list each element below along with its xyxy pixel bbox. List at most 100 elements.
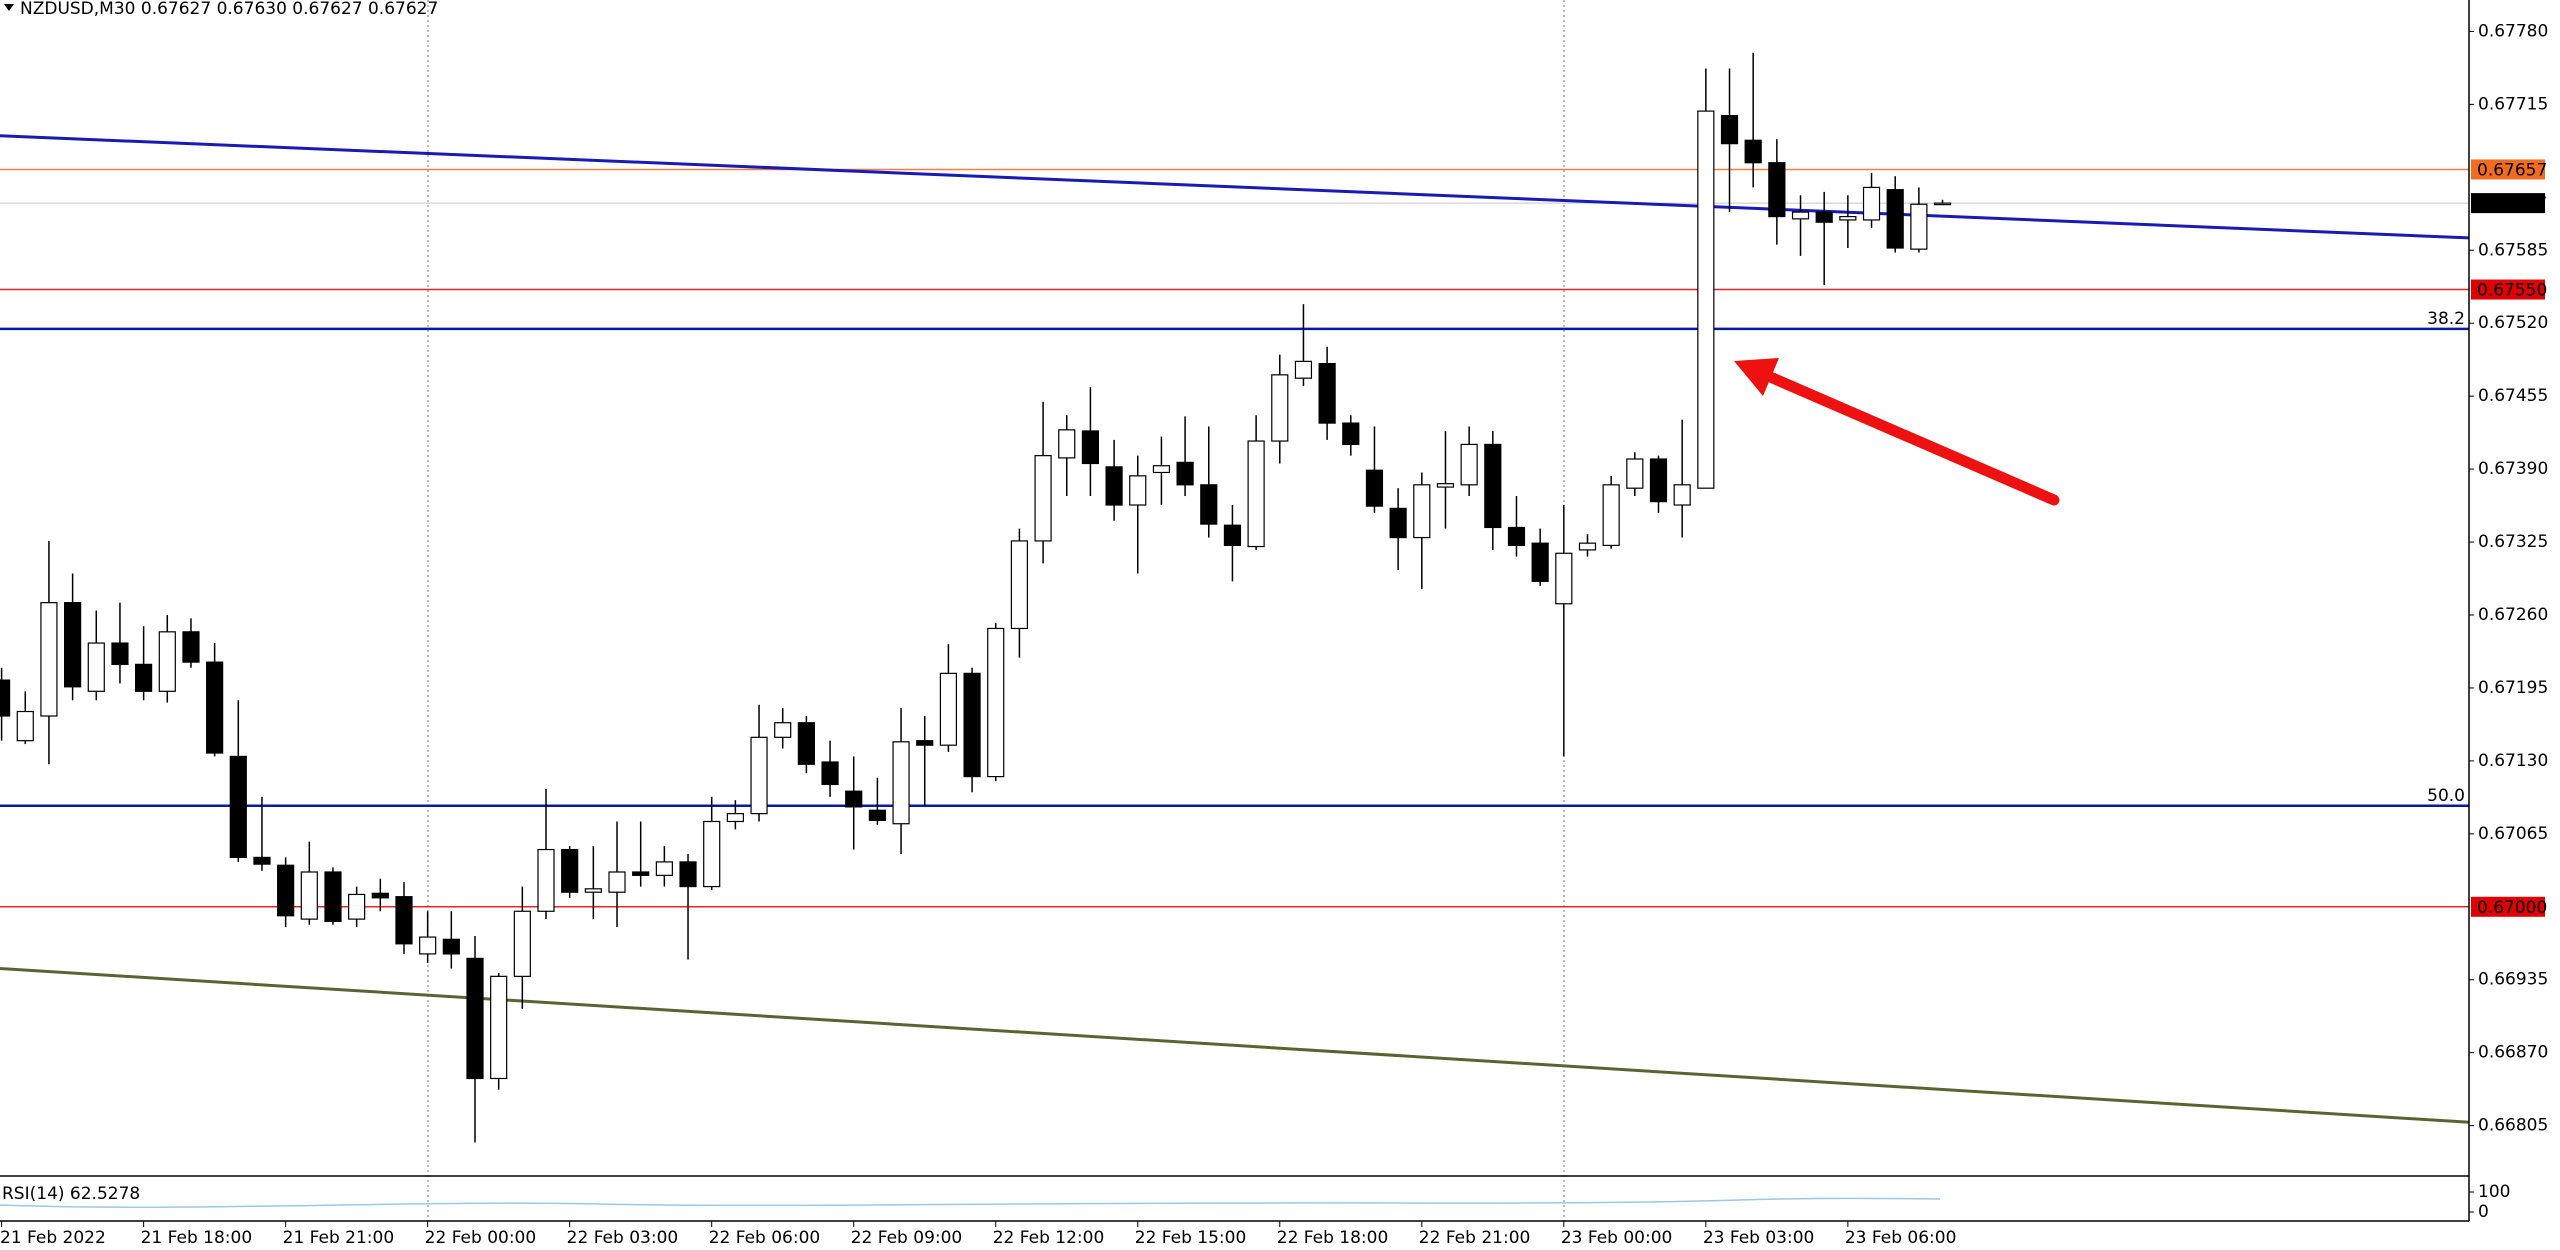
candle-body [40,602,58,717]
x-tick-label: 22 Feb 18:00 [1277,1228,1389,1248]
candle-body [1720,114,1739,145]
candle-body [703,820,721,888]
y-tick-label: 0.66805 [2478,1116,2548,1136]
y-tick-label: 0.67780 [2478,21,2548,41]
x-tick-label: 21 Feb 18:00 [141,1228,253,1248]
candle-body [324,871,342,922]
price-box [2471,193,2545,214]
price-box [2471,896,2545,917]
symbol-menu-icon [4,4,14,11]
candle-body [111,642,129,665]
candle-body [1673,484,1691,506]
candle-body [1744,139,1762,164]
candle-body [182,631,200,663]
price-box-label: 0.67657 [2477,160,2547,180]
arrow-head [1734,358,1779,396]
candle-body [1862,186,1881,221]
candle-body [158,631,176,692]
price-box [2471,159,2545,180]
x-tick-label: 22 Feb 21:00 [1419,1228,1531,1248]
y-tick-label: 0.67195 [2478,678,2548,698]
candle-body [1886,189,1904,249]
x-tick-label: 21 Feb 21:00 [283,1228,395,1248]
candle-body [1436,483,1455,488]
candle-body [821,761,839,786]
y-tick-label: 0.67585 [2478,240,2548,260]
fib-level-label: 50.0 [2427,786,2465,806]
candle-body [1271,374,1289,442]
candle-body [1365,469,1384,507]
y-tick-label: 0.66935 [2478,970,2548,990]
y-tick-label: 0.67715 [2478,94,2548,114]
fib-level-label: 38.2 [2427,309,2465,329]
candle-body [726,813,744,823]
candle-body [1531,542,1549,582]
candle-body [253,856,271,865]
candle-body [584,888,602,893]
candle-body [845,790,863,808]
y-tick-label: 0.66870 [2478,1043,2548,1063]
arrow-shaft [1762,370,2060,506]
candle-body [679,861,697,888]
y-tick-label: 0.67260 [2478,605,2548,625]
y-tick-label: 0.67325 [2478,532,2548,552]
candle-body [797,722,815,765]
x-tick-label: 21 Feb 2022 [0,1228,106,1248]
candle-body [0,679,11,717]
candle-body [1152,465,1171,474]
candle-body [229,755,247,859]
candle-body [1649,458,1668,503]
rsi-label: RSI(14) 62.5278 [2,1184,140,1204]
candle-body [1484,443,1502,529]
candle-body [1839,215,1857,221]
price-box-label: 0.67000 [2477,898,2547,918]
candle-body [1223,524,1242,547]
x-tick-label: 22 Feb 03:00 [567,1228,679,1248]
y-tick-label: 0.67455 [2478,386,2548,406]
rsi-tick-label: 100 [2478,1182,2510,1202]
trendline [0,967,2470,1124]
candle-body [1460,443,1478,486]
candle-body [135,663,153,692]
candle-body [490,975,508,1080]
x-tick-label: 22 Feb 09:00 [851,1228,963,1248]
candle-body [1058,429,1076,459]
candle-body [608,871,626,893]
candle-body [1294,360,1313,379]
candle-body [1176,461,1194,486]
mark-layer [0,52,1952,1143]
candle-body [277,864,295,917]
candle-body [868,809,886,821]
candle-body [1555,552,1573,605]
candle-body [939,672,958,746]
trendline [0,134,2470,240]
x-tick-label: 22 Feb 15:00 [1135,1228,1247,1248]
candle-body [1318,363,1336,424]
price-box-label: 0.67627 [2477,194,2547,214]
candle-body [1389,507,1407,539]
candle-body [1507,526,1526,547]
candle-body [774,722,792,738]
candle-body [537,848,555,912]
candle-body [513,910,531,977]
y-tick-label: 0.67390 [2478,459,2548,479]
price-box [2471,279,2545,300]
candle-body [64,602,82,688]
candle-body [963,672,981,778]
candle-body [1247,440,1265,548]
x-tick-label: 22 Feb 06:00 [709,1228,821,1248]
y-tick-label: 0.67130 [2478,751,2548,771]
candle-body [892,741,910,825]
candle-body [1933,202,1952,206]
candle-body [1791,211,1810,220]
candle-body [916,740,934,746]
y-tick-label: 0.67520 [2478,313,2548,333]
candle-body [1626,458,1644,489]
candle-body [1342,422,1360,446]
y-tick-label: 0.67065 [2478,824,2548,844]
candle-body [348,893,366,920]
candle-body [1129,475,1147,506]
x-tick-label: 23 Feb 03:00 [1703,1228,1815,1248]
